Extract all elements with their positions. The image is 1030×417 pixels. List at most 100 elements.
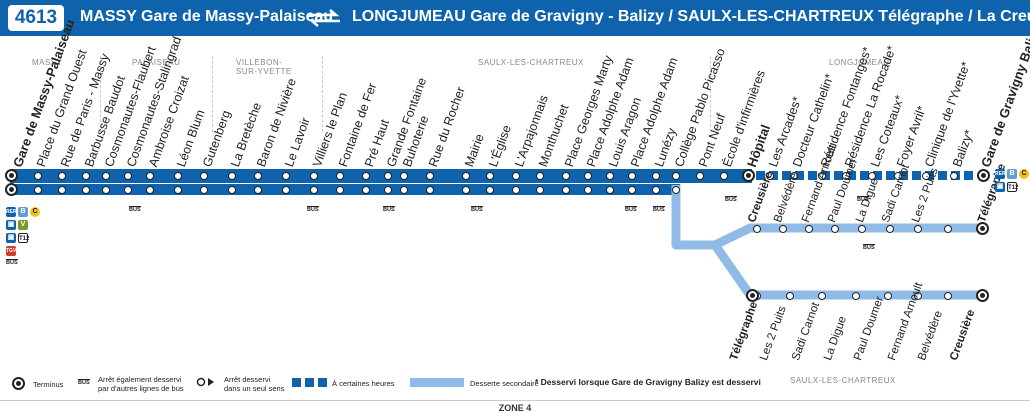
terminus-marker — [976, 289, 989, 302]
branch-stop-name: Sadi Carnot — [790, 300, 823, 363]
stop-marker — [124, 186, 132, 194]
legend-oneway-icon — [196, 377, 214, 387]
stop-marker — [336, 172, 344, 180]
stop-marker — [914, 292, 922, 300]
stop-marker — [805, 225, 813, 233]
stop-marker — [336, 186, 344, 194]
stop-marker — [628, 172, 636, 180]
stop-name: Le Lavoir — [282, 115, 313, 169]
sometimes-segment-block — [795, 171, 804, 180]
bus-connection-icon: BUS — [857, 196, 869, 203]
bus-connection-icon: BUS — [725, 196, 737, 203]
stop-marker — [34, 186, 42, 194]
stop-marker — [628, 186, 636, 194]
stop-marker — [790, 172, 798, 180]
stop-marker — [310, 186, 318, 194]
bus-connection-icon: BUS — [471, 206, 483, 213]
terminus-marker — [977, 169, 990, 182]
stop-marker — [254, 172, 262, 180]
bus-connection-icon: BUS — [653, 206, 665, 213]
legend-secondary-icon — [410, 378, 464, 387]
sometimes-segment-block — [938, 171, 947, 180]
sometimes-segment-block — [756, 171, 765, 180]
stop-marker — [174, 186, 182, 194]
stop-marker — [584, 186, 592, 194]
legend-sometimes-icon — [318, 378, 327, 387]
rer-b-icon: B — [18, 207, 28, 217]
stop-marker — [606, 186, 614, 194]
bus-connection-icon: BUS — [307, 206, 319, 213]
stop-marker — [818, 172, 826, 180]
stop-marker — [818, 292, 826, 300]
stop-marker — [842, 172, 850, 180]
train-icon: ▣ — [6, 220, 16, 230]
stop-marker — [486, 172, 494, 180]
stop-marker — [950, 172, 958, 180]
legend-sometimes-icon — [305, 378, 314, 387]
stop-marker — [102, 186, 110, 194]
stop-marker — [536, 172, 544, 180]
stop-name: Mairie — [462, 132, 487, 169]
rer-c-icon: C — [30, 207, 40, 217]
train-icon: ▣ — [995, 182, 1005, 192]
terminus-marker — [976, 222, 989, 235]
rer-icon: RER — [6, 207, 17, 217]
legend-oneway-line2: dans un seul sens — [224, 384, 285, 393]
branch-stop-name: Belvédère — [916, 309, 945, 363]
legend-sometimes-label: À certaines heures — [332, 379, 395, 388]
stop-marker — [652, 186, 660, 194]
legend-bus-line1: Arrêt également desservi — [98, 375, 182, 384]
stop-marker — [362, 186, 370, 194]
stop-marker — [384, 172, 392, 180]
stop-marker — [672, 186, 680, 194]
stop-marker — [58, 186, 66, 194]
stop-marker — [512, 172, 520, 180]
main-line-band-return — [10, 184, 680, 195]
stop-marker — [124, 172, 132, 180]
stop-marker — [584, 172, 592, 180]
legend-bus-line2: par d'autres lignes de bus — [98, 384, 184, 393]
legend-oneway-line1: Arrêt desservi — [224, 375, 271, 384]
branch-stop-name: Les 2 Puits — [758, 304, 789, 363]
rer-b-icon: B — [1007, 169, 1017, 179]
stop-marker — [766, 172, 774, 180]
legend-note: * Desservi lorsque Gare de Gravigny Bali… — [535, 377, 761, 387]
bus-connection-icon: BUS — [6, 259, 18, 266]
legend-terminus-label: Terminus — [33, 380, 64, 389]
zone-label-villebon-1: VILLEBON- — [236, 58, 283, 67]
stop-marker — [146, 172, 154, 180]
stop-marker — [852, 292, 860, 300]
train-icon: ▣ — [6, 233, 16, 243]
branch-stop-name: Paul Doumer — [852, 294, 887, 363]
stop-marker — [562, 172, 570, 180]
stop-marker — [696, 172, 704, 180]
bus-connection-icon: BUS — [863, 244, 875, 251]
legend-sometimes-icon — [292, 378, 301, 387]
branch-stop-name: La Digue — [822, 314, 850, 363]
stop-marker — [672, 172, 680, 180]
stop-marker — [174, 172, 182, 180]
zone-label-villebon-2: SUR-YVETTE — [236, 67, 292, 76]
header-bar: 4613 MASSY Gare de Massy-Palaiseau LONGJ… — [0, 0, 1030, 36]
zone-divider — [100, 56, 101, 132]
terminus-marker — [5, 183, 18, 196]
stop-marker — [400, 186, 408, 194]
stop-marker — [426, 172, 434, 180]
stop-marker — [868, 172, 876, 180]
stop-marker — [886, 225, 894, 233]
bus-connection-icon: BUS — [383, 206, 395, 213]
stop-marker — [362, 172, 370, 180]
stop-marker — [944, 292, 952, 300]
stop-marker — [282, 172, 290, 180]
sometimes-segment-block — [899, 171, 908, 180]
stop-marker — [922, 172, 930, 180]
secondary-branch-connector — [671, 185, 985, 300]
stop-marker — [228, 172, 236, 180]
legend-bus-icon: BUS — [78, 379, 90, 386]
zone-label: ZONE 4 — [498, 403, 532, 413]
tram-t12-icon: T12 — [1007, 182, 1018, 192]
stop-marker — [34, 172, 42, 180]
stop-marker — [228, 186, 236, 194]
stop-marker — [102, 172, 110, 180]
stop-marker — [512, 186, 520, 194]
